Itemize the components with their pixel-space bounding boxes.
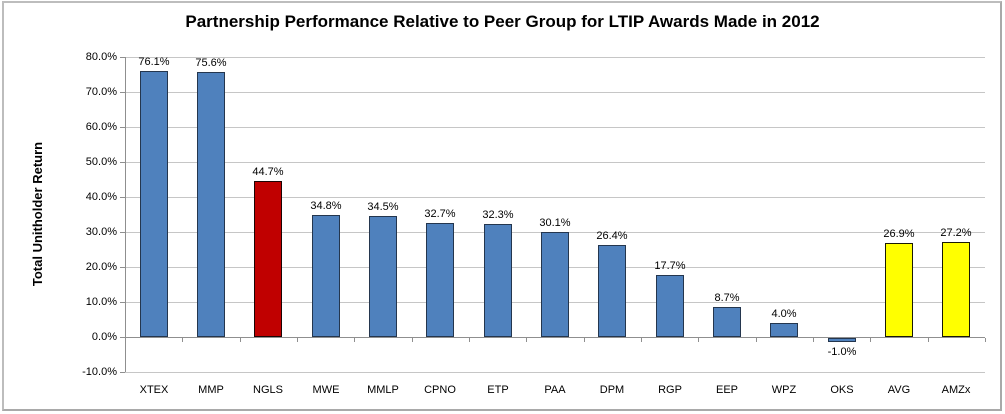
x-axis-tick-mark [985, 338, 986, 342]
x-axis-category-label: MWE [312, 384, 340, 396]
x-axis-category-label: PAA [544, 384, 566, 396]
gridline [125, 197, 985, 198]
y-axis-tick-label: 30.0% [85, 226, 117, 238]
x-axis-category-label: RGP [658, 384, 682, 396]
x-axis-tick-mark [755, 338, 757, 342]
x-axis-category-label: OKS [830, 384, 854, 396]
y-axis-tick-label: 10.0% [85, 296, 117, 308]
x-axis-category-label: XTEX [139, 384, 169, 396]
gridline [125, 92, 985, 93]
bar-CPNO [426, 223, 454, 337]
x-axis-category-label: WPZ [771, 384, 797, 396]
bar-value-label: 75.6% [195, 57, 227, 69]
y-axis-tick-mark [120, 232, 125, 233]
x-axis-tick-mark [641, 338, 642, 342]
y-axis-tick-label: 20.0% [85, 261, 117, 273]
gridline [125, 372, 985, 373]
y-axis-tick-label: 40.0% [85, 191, 117, 203]
bar-value-label: 30.1% [539, 217, 571, 229]
bar-ETP [484, 224, 512, 337]
gridline [125, 162, 985, 163]
y-axis-tick-label: 70.0% [85, 86, 117, 98]
bar-value-label: 26.4% [596, 230, 628, 242]
bar-value-label: 8.7% [714, 292, 740, 304]
y-axis-tick-label: 0.0% [91, 331, 117, 343]
y-axis-tick-mark [120, 92, 125, 93]
x-axis-tick-mark [411, 338, 413, 342]
gridline [125, 127, 985, 128]
x-axis-tick-mark [182, 338, 184, 342]
bar-value-label: 26.9% [883, 228, 915, 240]
y-axis-line [125, 57, 126, 372]
bar-value-label: 44.7% [252, 166, 284, 178]
x-axis-tick-mark [469, 338, 470, 342]
y-axis-tick-mark [120, 162, 125, 163]
x-axis-tick-mark [239, 338, 241, 342]
y-axis-tick-mark [120, 372, 125, 373]
x-axis-category-label: NGLS [253, 384, 283, 396]
x-axis-tick-mark [927, 338, 929, 342]
x-axis-category-label: DPM [599, 384, 625, 396]
bar-MMP [197, 72, 225, 337]
x-axis-category-label: AMZx [941, 384, 971, 396]
bar-RGP [656, 275, 684, 337]
y-axis-tick-mark [120, 57, 125, 58]
bar-NGLS [254, 181, 282, 337]
x-axis-tick-mark [698, 338, 700, 342]
bar-WPZ [770, 323, 798, 337]
y-axis-tick-label: 50.0% [85, 156, 117, 168]
x-axis-tick-mark [870, 338, 872, 342]
bar-DPM [598, 245, 626, 337]
bar-value-label: 4.0% [771, 308, 797, 320]
x-axis-tick-mark [354, 338, 356, 342]
x-axis-tick-mark [297, 338, 298, 342]
y-axis-tick-mark [120, 267, 125, 268]
bar-EEP [713, 307, 741, 337]
gridline [125, 57, 985, 58]
y-axis-tick-label: -10.0% [82, 366, 117, 378]
x-axis-tick-mark [583, 338, 585, 342]
y-axis-tick-mark [120, 127, 125, 128]
x-axis-tick-mark [813, 338, 814, 342]
bar-PAA [541, 232, 569, 337]
x-axis-category-label: ETP [487, 384, 509, 396]
bar-value-label: -1.0% [827, 346, 857, 358]
bar-value-label: 34.5% [367, 201, 399, 213]
chart-title: Partnership Performance Relative to Peer… [185, 12, 820, 31]
bar-OKS [828, 338, 856, 342]
bar-AMZx [942, 242, 970, 337]
y-axis-tick-mark [120, 302, 125, 303]
y-axis-tick-mark [120, 197, 125, 198]
x-axis-category-label: CPNO [424, 384, 456, 396]
bar-value-label: 17.7% [654, 260, 686, 272]
bar-value-label: 76.1% [138, 56, 170, 68]
bar-value-label: 32.7% [424, 208, 456, 220]
y-axis-tick-label: 60.0% [85, 121, 117, 133]
bar-XTEX [140, 71, 168, 337]
y-axis-tick-mark [120, 337, 125, 338]
bar-value-label: 34.8% [310, 200, 342, 212]
bar-AVG [885, 243, 913, 337]
x-axis-tick-mark [526, 338, 528, 342]
x-axis-category-label: AVG [887, 384, 911, 396]
bar-value-label: 32.3% [482, 209, 514, 221]
y-axis-tick-label: 80.0% [85, 51, 117, 63]
bar-value-label: 27.2% [940, 227, 972, 239]
x-axis-category-label: MMLP [367, 384, 399, 396]
x-axis-category-label: MMP [198, 384, 224, 396]
bar-MWE [312, 215, 340, 337]
bar-MMLP [369, 216, 397, 337]
x-axis-line [125, 337, 985, 338]
x-axis-category-label: EEP [715, 384, 738, 396]
